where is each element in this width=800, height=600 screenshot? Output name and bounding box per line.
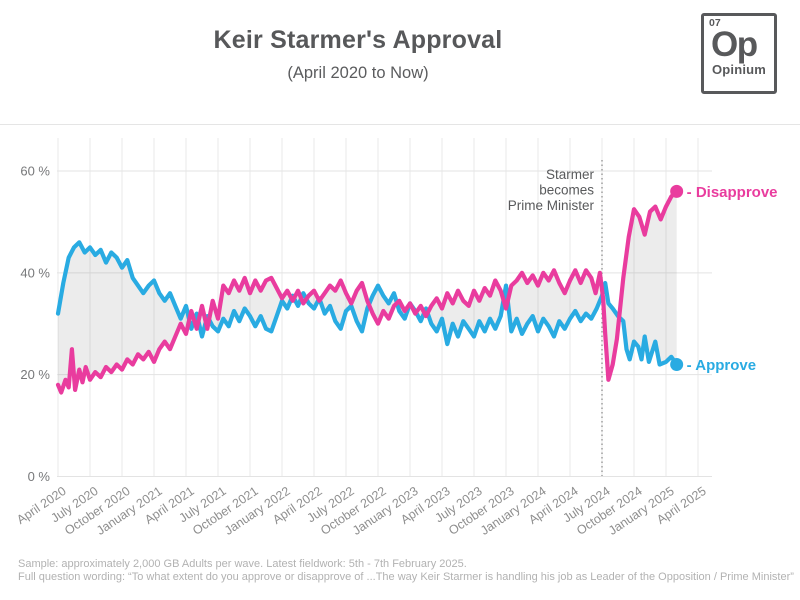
footer-sample-note: Sample: approximately 2,000 GB Adults pe… xyxy=(18,558,467,570)
series-lines xyxy=(55,184,684,395)
between-band xyxy=(58,191,677,393)
pm-annotation-line: Prime Minister xyxy=(508,198,595,213)
header-divider xyxy=(0,124,800,125)
footer-question-wording: Full question wording: “To what extent d… xyxy=(18,570,794,583)
header: Keir Starmer's Approval (April 2020 to N… xyxy=(0,26,716,83)
approve-line xyxy=(55,240,679,367)
disapprove-line xyxy=(55,189,679,395)
footer: Sample: approximately 2,000 GB Adults pe… xyxy=(18,558,794,583)
y-tick-label: 20 % xyxy=(20,367,50,382)
series-end-labels: - Approve - Disapprove xyxy=(687,184,778,374)
y-tick-label: 0 % xyxy=(28,469,51,484)
y-tick-label: 60 % xyxy=(20,163,50,178)
pm-annotation-line: Starmer xyxy=(546,167,595,182)
page-subtitle: (April 2020 to Now) xyxy=(287,64,429,82)
approve-label: - Approve xyxy=(687,357,756,374)
logo-atomic-number: 07 xyxy=(709,17,721,29)
approve-disapprove-gap-band xyxy=(58,191,677,393)
approve-end-dot xyxy=(670,357,684,371)
disapprove-label: - Disapprove xyxy=(687,184,778,201)
disapprove-end-dot xyxy=(670,184,684,198)
logo-symbol: Op xyxy=(711,25,758,64)
pm-annotation-line: becomes xyxy=(539,183,594,198)
opinium-logo: 07 Op Opinium xyxy=(701,13,777,94)
y-tick-label: 40 % xyxy=(20,265,50,280)
logo-brand-name: Opinium xyxy=(711,62,767,77)
page-title: Keir Starmer's Approval xyxy=(213,26,503,54)
